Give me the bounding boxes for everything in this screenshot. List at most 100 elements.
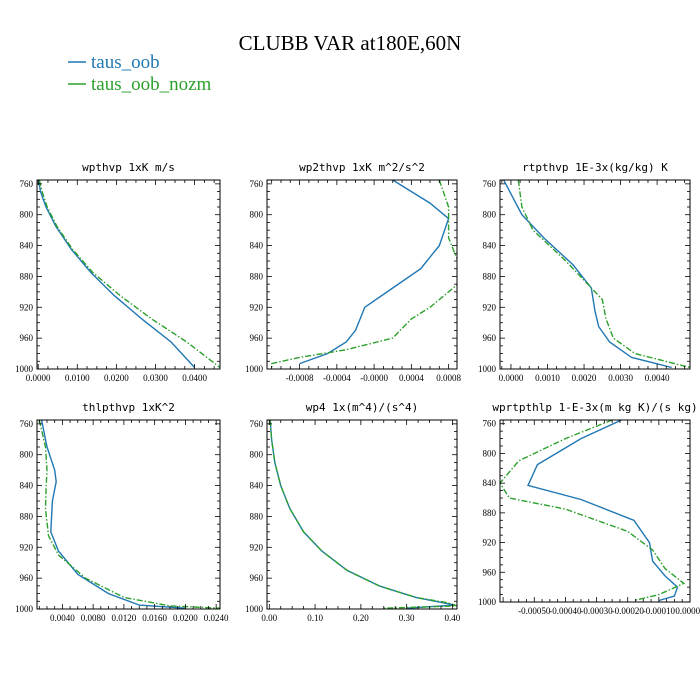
legend-label-taus-oob: taus_oob <box>91 52 160 73</box>
y-tick-label: 840 <box>250 241 264 251</box>
x-tick-label: 0.0400 <box>182 373 207 383</box>
x-tick-label: -0.00030 <box>580 606 613 616</box>
series-line-taus-oob <box>269 420 455 609</box>
series-group <box>500 420 686 602</box>
y-tick-label: 880 <box>483 271 497 281</box>
y-tick-label: 1000 <box>15 364 34 374</box>
panel-frame <box>36 419 221 610</box>
y-tick-label: 880 <box>20 271 34 281</box>
x-tick-label: -0.0004 <box>323 373 351 383</box>
y-tick-label: 920 <box>483 538 497 548</box>
y-tick-label: 920 <box>250 542 264 552</box>
y-tick-label: 1000 <box>15 604 34 614</box>
panel-title: rtpthvp 1E-3x(kg/kg) K <box>522 161 668 174</box>
x-tick-label: 0.0080 <box>81 613 106 623</box>
y-tick-label: 960 <box>250 573 264 583</box>
x-tick-label: 0.0040 <box>50 613 75 623</box>
series-line-taus-oob-nozm <box>500 420 686 602</box>
panel-title: thlpthvp 1xK^2 <box>82 401 175 414</box>
panel-grid: wpthvp 1xK m/s76080084088092096010000.00… <box>15 161 700 623</box>
y-tick-label: 800 <box>20 210 34 220</box>
y-tick-label: 800 <box>20 450 34 460</box>
y-tick-label: 920 <box>250 302 264 312</box>
y-tick-label: 920 <box>483 302 497 312</box>
series-line-taus-oob <box>503 180 672 369</box>
panel-frame <box>499 419 691 603</box>
x-tick-label: 0.0004 <box>399 373 424 383</box>
panel-frame <box>36 179 221 370</box>
y-tick-label: 1000 <box>245 604 264 614</box>
x-tick-label: 0.0200 <box>104 373 129 383</box>
y-tick-label: 760 <box>250 419 264 429</box>
y-tick-label: 760 <box>483 419 497 429</box>
panel-title: wp4 1x(m^4)/(s^4) <box>306 401 419 414</box>
chart-panel-5: wp4 1x(m^4)/(s^4)76080084088092096010000… <box>245 401 461 623</box>
y-tick-label: 800 <box>250 450 264 460</box>
y-tick-label: 960 <box>483 333 497 343</box>
y-tick-label: 1000 <box>478 364 497 374</box>
series-line-taus-oob-nozm <box>269 420 457 609</box>
series-group <box>503 180 690 369</box>
y-tick-label: 840 <box>483 478 497 488</box>
panel-title: wp2thvp 1xK m^2/s^2 <box>299 161 425 174</box>
x-tick-label: 0.0000 <box>26 373 51 383</box>
series-line-taus-oob-nozm <box>38 420 220 609</box>
chart-panel-1: wpthvp 1xK m/s 760 800 840 880 920 960 10000.00… <box>15 161 221 383</box>
legend: taus_oob taus_oob_nozm <box>68 52 212 95</box>
chart-panel-4: thlpthvp 1xK^2 760 800 840 880 920 960 1000 0.00… <box>15 401 229 623</box>
x-tick-label: 0.0010 <box>535 373 560 383</box>
x-tick-label: 0.0300 <box>143 373 168 383</box>
x-tick-label: 0.0200 <box>173 613 198 623</box>
x-tick-label: -0.00010 <box>643 606 676 616</box>
x-tick-label: -0.00040 <box>549 606 582 616</box>
figure-title: CLUBB VAR at180E,60N <box>239 31 462 55</box>
y-tick-label: 800 <box>483 210 497 220</box>
panel-title: wprtpthlp 1-E-3x(m kg K)/(s kg) <box>492 401 697 414</box>
y-tick-label: 960 <box>20 573 34 583</box>
chart-panel-3: rtpthvp 1E-3x(kg/kg) K 760 800 840 880 920 960… <box>478 161 691 383</box>
x-tick-label: 0.0008 <box>436 373 461 383</box>
legend-label-taus-oob-nozm: taus_oob_nozm <box>91 74 212 95</box>
x-tick-label: 0.0000 <box>499 373 524 383</box>
x-tick-label: 0.0160 <box>142 613 167 623</box>
y-tick-label: 1000 <box>478 597 497 607</box>
y-tick-label: 960 <box>250 333 264 343</box>
series-line-taus-oob-nozm <box>38 180 220 369</box>
panel-frame <box>266 419 458 610</box>
y-tick-label: 920 <box>20 302 34 312</box>
y-tick-label: 760 <box>20 419 34 429</box>
y-tick-label: 840 <box>250 481 264 491</box>
y-tick-label: 760 <box>20 179 34 189</box>
series-line-taus-oob <box>40 420 186 609</box>
x-tick-label: -0.00020 <box>612 606 645 616</box>
x-tick-label: -0.0000 <box>360 373 388 383</box>
y-tick-label: 880 <box>250 511 264 521</box>
y-tick-label: 960 <box>483 567 497 577</box>
x-tick-label: 0.0030 <box>608 373 633 383</box>
x-tick-label: 0.20 <box>353 613 369 623</box>
x-tick-label: 0.0020 <box>572 373 597 383</box>
y-tick-label: 880 <box>483 508 497 518</box>
series-group <box>37 180 220 369</box>
x-tick-label: 0.30 <box>399 613 415 623</box>
chart-panel-6: wprtpthlp 1-E-3x(m kg K)/(s kg) 760 800 840… <box>478 401 700 616</box>
series-group <box>38 420 220 609</box>
y-tick-label: 800 <box>250 210 264 220</box>
y-tick-label: 840 <box>483 241 497 251</box>
series-line-taus-oob <box>299 180 450 365</box>
y-tick-label: 840 <box>20 241 34 251</box>
y-tick-label: 960 <box>20 333 34 343</box>
y-tick-label: 880 <box>250 271 264 281</box>
panel-title: wpthvp 1xK m/s <box>82 161 175 174</box>
series-line-taus-oob-nozm <box>517 180 690 369</box>
series-line-taus-oob <box>37 180 196 368</box>
x-tick-label: -0.00050 <box>518 606 551 616</box>
y-tick-label: 800 <box>483 448 497 458</box>
x-tick-label: 0.00 <box>261 613 277 623</box>
x-tick-label: 0.0120 <box>112 613 137 623</box>
series-line-taus-oob <box>527 420 679 602</box>
y-tick-label: 1000 <box>245 364 264 374</box>
panel-frame <box>266 179 458 370</box>
series-line-taus-oob-nozm <box>271 180 457 368</box>
